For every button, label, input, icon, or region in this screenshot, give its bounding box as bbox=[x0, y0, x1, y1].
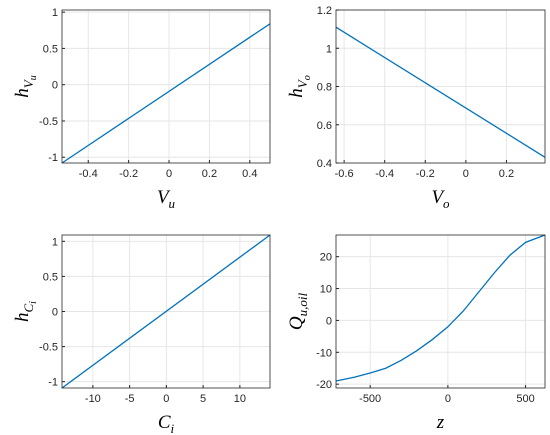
x-tick-label: 0 bbox=[163, 393, 169, 405]
axes-box bbox=[61, 9, 271, 164]
label-sub: V bbox=[295, 78, 310, 88]
x-tick-label: -0.4 bbox=[79, 168, 98, 180]
y-tick-label: -10 bbox=[316, 347, 332, 359]
label-base: h bbox=[12, 312, 33, 322]
label-sub: u bbox=[169, 196, 176, 211]
y-tick-label: 0 bbox=[326, 315, 332, 327]
y-tick-label: 0.5 bbox=[43, 43, 58, 55]
axes-box bbox=[61, 234, 271, 389]
y-tick-label: 0.6 bbox=[317, 120, 332, 132]
label-base: C bbox=[158, 412, 171, 433]
y-tick-label: 1 bbox=[52, 7, 58, 19]
y-tick-label: 0.8 bbox=[317, 82, 332, 94]
x-tick-label: -0.2 bbox=[416, 168, 435, 180]
label-sub: u,oil bbox=[295, 293, 310, 317]
label-base: z bbox=[436, 412, 445, 433]
x-tick-label: 0 bbox=[166, 168, 172, 180]
y-tick-label: 1 bbox=[52, 236, 58, 248]
label-subsub: i bbox=[28, 301, 39, 304]
y-tick-label: -1 bbox=[48, 377, 58, 389]
label-base: Q bbox=[286, 316, 307, 330]
label-sub: C bbox=[21, 303, 36, 312]
plot-area bbox=[62, 10, 270, 163]
x-tick-label: 0 bbox=[463, 168, 469, 180]
label-sub: V bbox=[21, 78, 36, 88]
plot-area bbox=[336, 235, 545, 388]
axis-label: Ci bbox=[158, 412, 175, 435]
x-tick-label: -0.4 bbox=[375, 168, 394, 180]
line bbox=[335, 26, 546, 158]
axis-label: hVo bbox=[286, 75, 313, 97]
line bbox=[335, 234, 546, 382]
axes-box bbox=[335, 234, 546, 389]
line bbox=[61, 234, 271, 389]
axis-label: hVu bbox=[12, 75, 39, 97]
label-base: h bbox=[12, 88, 33, 98]
y-tick-label: -20 bbox=[316, 379, 332, 391]
axes-box bbox=[335, 9, 546, 164]
y-tick-label: 10 bbox=[320, 284, 332, 296]
x-tick-label: -0.2 bbox=[119, 168, 138, 180]
axis-label: Qu,oil bbox=[286, 293, 310, 331]
axis-label: Vo bbox=[431, 187, 450, 211]
y-tick-label: 0 bbox=[52, 80, 58, 92]
x-tick-label: 10 bbox=[234, 393, 246, 405]
label-subsub: o bbox=[302, 75, 313, 80]
y-tick-label: 0.4 bbox=[317, 158, 332, 170]
label-sub: o bbox=[443, 196, 450, 211]
x-tick-label: -10 bbox=[85, 393, 101, 405]
label-sub: i bbox=[171, 421, 175, 435]
x-tick-label: 500 bbox=[516, 393, 534, 405]
x-tick-label: -5 bbox=[125, 393, 135, 405]
y-tick-label: 20 bbox=[320, 252, 332, 264]
axis-label: hCi bbox=[12, 301, 39, 322]
y-tick-label: -0.5 bbox=[39, 116, 58, 128]
x-tick-label: -500 bbox=[359, 393, 381, 405]
axis-label: z bbox=[436, 412, 445, 433]
label-base: V bbox=[431, 187, 445, 208]
line bbox=[61, 23, 271, 164]
y-tick-label: 0.5 bbox=[43, 271, 58, 283]
label-subsub: u bbox=[28, 75, 39, 80]
axis-label: Vu bbox=[157, 187, 176, 211]
y-tick-label: -0.5 bbox=[39, 342, 58, 354]
y-tick-label: -1 bbox=[48, 152, 58, 164]
label-base: h bbox=[286, 88, 307, 98]
label-base: V bbox=[157, 187, 171, 208]
x-tick-label: 0.2 bbox=[499, 168, 514, 180]
y-tick-label: 0 bbox=[52, 307, 58, 319]
x-tick-label: 0 bbox=[445, 393, 451, 405]
x-tick-label: 0.4 bbox=[242, 168, 257, 180]
x-tick-label: -0.6 bbox=[335, 168, 354, 180]
x-tick-label: 0.2 bbox=[202, 168, 217, 180]
y-tick-label: 1.2 bbox=[317, 5, 332, 17]
y-tick-label: 1 bbox=[326, 43, 332, 55]
x-tick-label: 5 bbox=[200, 393, 206, 405]
